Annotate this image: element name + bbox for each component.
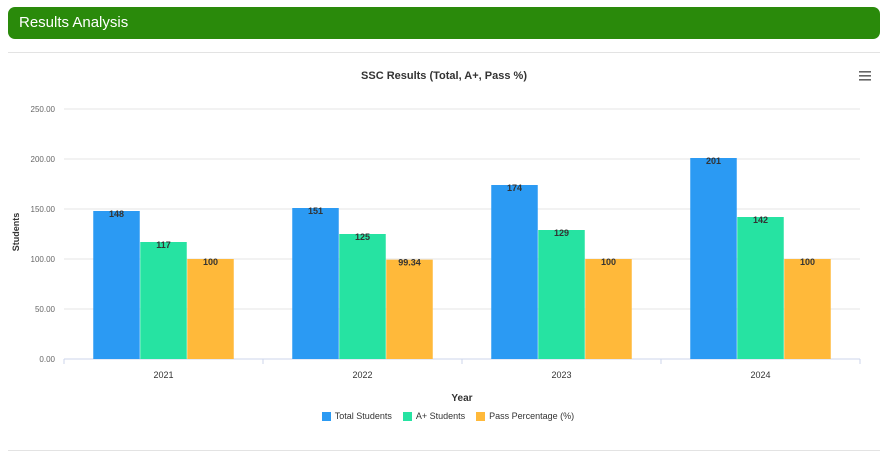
data-label: 129 xyxy=(554,228,569,238)
data-label: 174 xyxy=(507,183,522,193)
bar[interactable] xyxy=(292,208,339,359)
legend-item[interactable]: A+ Students xyxy=(402,411,466,421)
x-tick-label: 2021 xyxy=(153,370,173,380)
x-tick-label: 2024 xyxy=(750,370,770,380)
data-label: 151 xyxy=(308,206,323,216)
bar[interactable] xyxy=(491,185,538,359)
data-label: 201 xyxy=(706,156,721,166)
header-title: Results Analysis xyxy=(19,14,129,31)
y-tick-label: 250.00 xyxy=(31,105,56,114)
bar[interactable] xyxy=(690,158,737,359)
data-label: 148 xyxy=(109,209,124,219)
data-label: 100 xyxy=(203,257,218,267)
bar[interactable] xyxy=(784,259,831,359)
chart-title: SSC Results (Total, A+, Pass %) xyxy=(361,70,527,82)
data-label: 142 xyxy=(753,215,768,225)
y-axis-title: Students xyxy=(11,213,21,252)
legend-swatch xyxy=(476,411,486,421)
legend-label: Pass Percentage (%) xyxy=(489,411,575,421)
y-tick-label: 200.00 xyxy=(31,155,56,164)
x-axis-title: Year xyxy=(451,393,472,404)
x-tick-label: 2022 xyxy=(352,370,372,380)
bar[interactable] xyxy=(386,259,433,359)
legend-item[interactable]: Total Students xyxy=(321,411,392,421)
bar[interactable] xyxy=(538,230,585,359)
data-label: 117 xyxy=(156,240,171,250)
bar[interactable] xyxy=(339,234,386,359)
bar[interactable] xyxy=(187,259,234,359)
chart-menu-icon[interactable] xyxy=(856,68,874,84)
y-tick-label: 0.00 xyxy=(39,355,55,364)
legend-swatch xyxy=(402,411,412,421)
chart-card xyxy=(8,52,880,451)
bar[interactable] xyxy=(737,217,784,359)
x-tick-label: 2023 xyxy=(551,370,571,380)
legend-label: A+ Students xyxy=(415,411,466,421)
legend-item[interactable]: Pass Percentage (%) xyxy=(476,411,574,421)
results-analysis-header: Results Analysis xyxy=(8,7,880,39)
legend-label: Total Students xyxy=(334,411,392,421)
y-tick-label: 50.00 xyxy=(35,305,56,314)
y-tick-label: 150.00 xyxy=(31,205,56,214)
bar[interactable] xyxy=(140,242,187,359)
bar[interactable] xyxy=(585,259,632,359)
bar[interactable] xyxy=(93,211,140,359)
data-label: 100 xyxy=(800,257,815,267)
chart-legend: Total Students A+ Students Pass Percentage… xyxy=(0,409,896,423)
data-label: 99.34 xyxy=(398,258,421,268)
y-tick-label: 100.00 xyxy=(31,255,56,264)
legend-swatch xyxy=(321,411,331,421)
data-label: 100 xyxy=(601,257,616,267)
data-label: 125 xyxy=(355,232,370,242)
